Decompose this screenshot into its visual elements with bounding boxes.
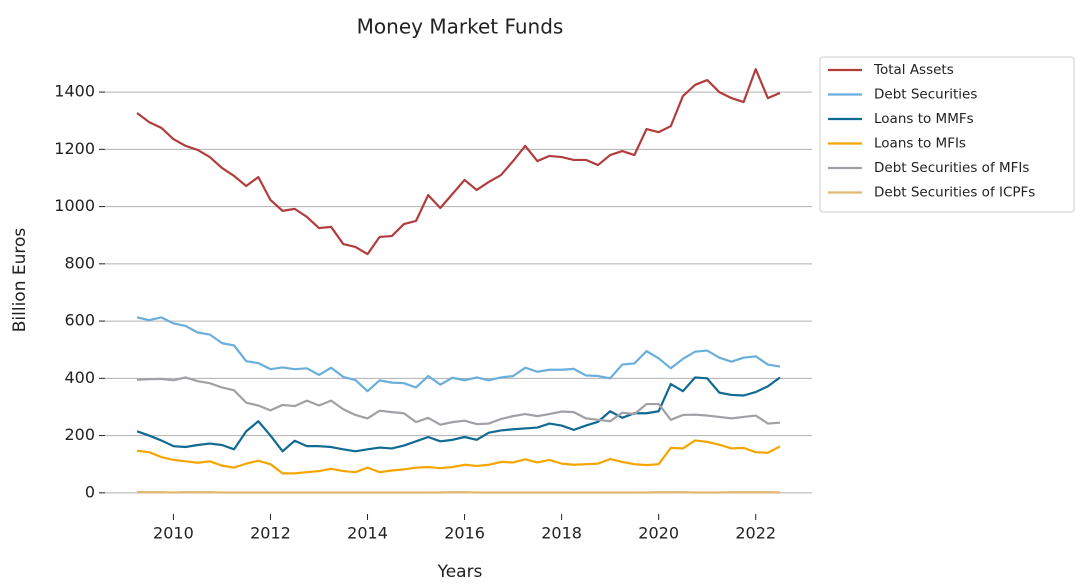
legend-label: Total Assets	[873, 62, 954, 78]
x-tick-label: 2022	[735, 524, 776, 543]
x-tick-label: 2010	[153, 524, 194, 543]
y-tick-label: 200	[64, 425, 95, 444]
legend-label: Loans to MMFs	[874, 111, 974, 127]
x-tick-label: 2020	[638, 524, 679, 543]
y-tick-label: 1000	[54, 196, 95, 215]
legend-label: Debt Securities	[874, 87, 977, 103]
series-line	[136, 376, 781, 426]
legend-label: Debt Securities of MFIs	[874, 160, 1029, 176]
y-tick-label: 1200	[54, 139, 95, 158]
series-line	[137, 490, 780, 494]
y-tick-label: 600	[64, 311, 95, 330]
series-line	[136, 439, 781, 475]
legend-label: Loans to MFIs	[874, 136, 966, 152]
x-tick-label: 2012	[250, 524, 291, 543]
y-tick-label: 400	[64, 368, 95, 387]
y-tick-label: 1400	[54, 82, 95, 101]
x-tick-label: 2014	[347, 524, 388, 543]
y-tick-label: 800	[64, 253, 95, 272]
legend-label: Debt Securities of ICPFs	[874, 185, 1035, 201]
x-tick-label: 2016	[444, 524, 485, 543]
series-line	[136, 376, 781, 453]
x-tick-label: 2018	[541, 524, 582, 543]
legend: Total Assets Debt Securities Loans to MMFs…	[819, 56, 1075, 213]
y-axis-label: Billion Euros	[10, 228, 30, 333]
legend-box	[819, 56, 1075, 213]
series-line	[136, 68, 781, 256]
series-line	[136, 316, 781, 393]
y-tick-label: 0	[85, 482, 95, 501]
x-axis-label: Years	[437, 562, 483, 582]
chart-title: Money Market Funds	[357, 15, 564, 39]
